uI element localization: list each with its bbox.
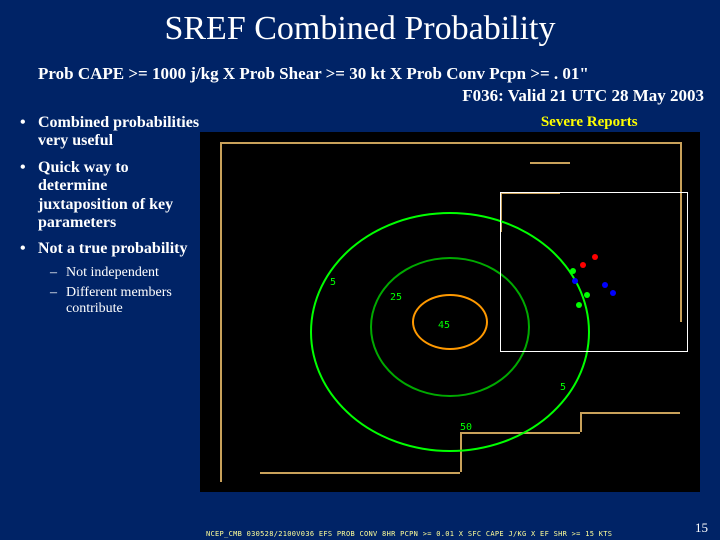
- content-row: Combined probabilities very useful Quick…: [0, 106, 720, 494]
- map-credit-line: NCEP_CMB 030528/2100V036 EFS PROB CONV 8…: [206, 530, 706, 538]
- slide-title: SREF Combined Probability: [0, 0, 720, 54]
- coastline-segment: [580, 412, 582, 432]
- severe-report-hail: [570, 268, 576, 274]
- severe-report-tor: [580, 262, 586, 268]
- page-number: 15: [695, 520, 708, 536]
- severe-report-hail: [584, 292, 590, 298]
- contour-label: 25: [390, 292, 402, 303]
- severe-report-wind: [572, 278, 578, 284]
- coastline-segment: [220, 142, 222, 482]
- bullet-item: Quick way to determine juxtaposition of …: [16, 159, 200, 233]
- probability-map: 5 5 25 45 50: [200, 132, 700, 492]
- map-area: Severe Reports Red=Tor; Blue=Wind; Green…: [200, 114, 720, 494]
- subtitle-formula: Prob CAPE >= 1000 j/kg X Prob Shear >= 3…: [0, 54, 720, 84]
- severe-report-wind: [610, 290, 616, 296]
- sub-bullet-list: Not independent Different members contri…: [38, 265, 200, 317]
- sub-bullet-item: Not independent: [48, 265, 200, 281]
- contour-label: 5: [330, 277, 336, 288]
- legend-title: Severe Reports: [484, 114, 694, 131]
- inset-box: [500, 192, 688, 352]
- severe-report-hail: [576, 302, 582, 308]
- coastline-segment: [530, 162, 570, 164]
- contour-label: 50: [460, 422, 472, 433]
- bullet-item-label: Not a true probability: [38, 240, 187, 257]
- coastline-segment: [260, 472, 460, 474]
- coastline-segment: [220, 142, 680, 144]
- severe-report-tor: [592, 254, 598, 260]
- coastline-segment: [580, 412, 680, 414]
- sub-bullet-item: Different members contribute: [48, 285, 200, 317]
- bullet-item: Not a true probability Not independent D…: [16, 240, 200, 317]
- valid-time-line: F036: Valid 21 UTC 28 May 2003: [0, 84, 720, 106]
- bullet-column: Combined probabilities very useful Quick…: [0, 114, 200, 494]
- bullet-item: Combined probabilities very useful: [16, 114, 200, 151]
- contour-label: 5: [560, 382, 566, 393]
- bullet-list: Combined probabilities very useful Quick…: [16, 114, 200, 317]
- severe-report-wind: [602, 282, 608, 288]
- contour-label: 45: [438, 320, 450, 331]
